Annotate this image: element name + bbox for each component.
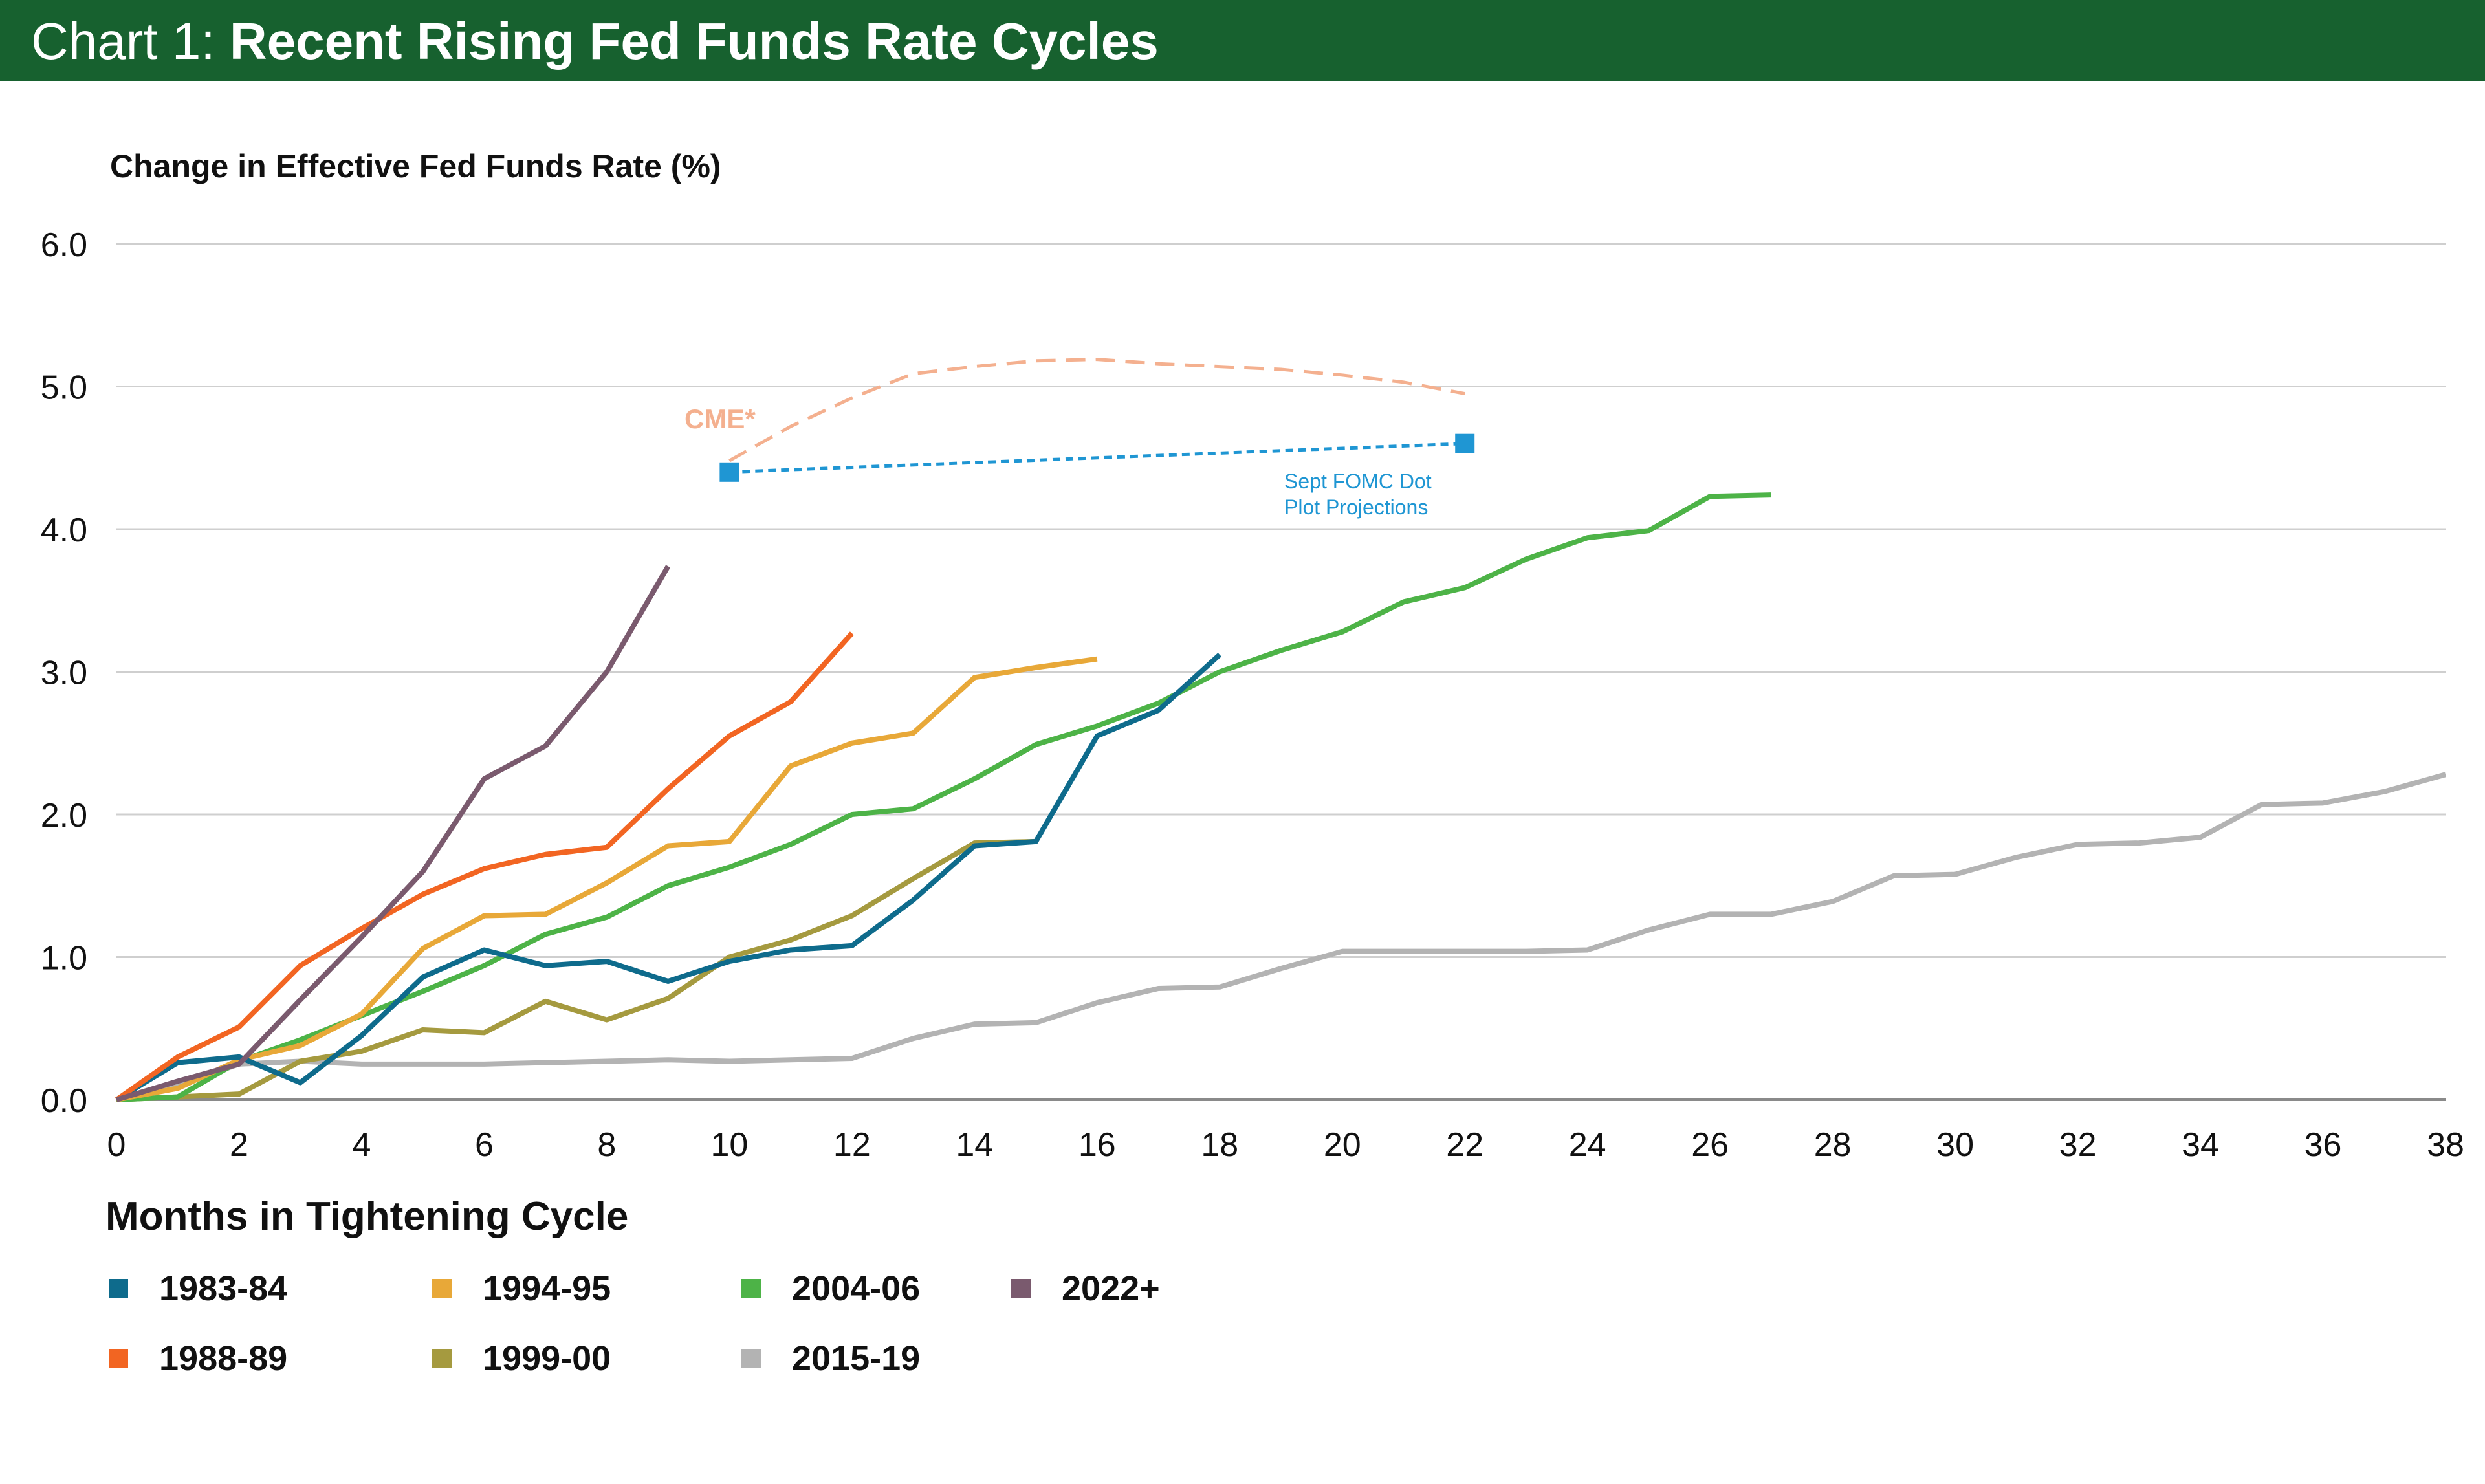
legend-item: 2022+ [1011, 1269, 1160, 1308]
title-banner: Chart 1: Recent Rising Fed Funds Rate Cy… [0, 0, 2485, 81]
series-line-1999-00 [116, 838, 1036, 1102]
dot-plot-projection-line [729, 442, 1465, 474]
x-tick-labels: 0 2 4 6 8 10 12 14 16 18 20 22 24 26 28 30 32 34 36 38 [107, 1126, 2464, 1164]
annotations: CME* Sept FOMC Dot Plot Projections [684, 404, 1432, 519]
x-axis-title: Months in Tightening Cycle [105, 1194, 629, 1239]
legend-label: 1994-95 [483, 1269, 611, 1308]
legend-swatch [109, 1349, 128, 1368]
series-line-2015-19 [116, 772, 2447, 1102]
dot-plot-marker [1455, 433, 1475, 453]
x-tick-label: 16 [1078, 1126, 1116, 1164]
y-tick-label: 4.0 [41, 512, 87, 549]
chart-title-main: Recent Rising Fed Funds Rate Cycles [229, 12, 1159, 70]
x-tick-label: 38 [2427, 1126, 2464, 1164]
legend-label: 2015-19 [792, 1339, 921, 1378]
x-tick-label: 28 [1814, 1126, 1852, 1164]
x-tick-label: 14 [956, 1126, 993, 1164]
dot-plot-marker [719, 462, 739, 482]
legend-label: 1988-89 [159, 1339, 288, 1378]
y-tick-label: 3.0 [41, 655, 87, 692]
x-tick-label: 18 [1201, 1126, 1238, 1164]
y-tick-labels: 0.0 1.0 2.0 3.0 4.0 5.0 6.0 [41, 226, 87, 1120]
cme-projection-label: CME* [684, 404, 756, 434]
x-tick-label: 2 [230, 1126, 248, 1164]
x-tick-label: 30 [1936, 1126, 1974, 1164]
x-tick-label: 8 [597, 1126, 616, 1164]
cme-projection-line [728, 358, 1465, 463]
x-tick-label: 4 [352, 1126, 371, 1164]
series-lines [115, 492, 2447, 1102]
legend-item: 1988-89 [109, 1339, 287, 1378]
legend-swatch [1011, 1279, 1031, 1298]
legend-label: 1999-00 [483, 1339, 611, 1378]
dot-plot-label-line: Sept FOMC Dot [1284, 470, 1432, 493]
y-tick-label: 0.0 [41, 1082, 87, 1120]
legend-label: 1983-84 [159, 1269, 288, 1308]
x-tick-label: 36 [2304, 1126, 2342, 1164]
legend-swatch [741, 1279, 761, 1298]
series-line-1988-89 [115, 631, 854, 1102]
legend-swatch [741, 1349, 761, 1368]
legend-item: 1999-00 [432, 1339, 611, 1378]
legend-label: 2004-06 [792, 1269, 921, 1308]
x-tick-label: 34 [2182, 1126, 2219, 1164]
x-tick-label: 12 [833, 1126, 871, 1164]
series-line-2022+ [115, 565, 671, 1102]
x-tick-label: 26 [1691, 1126, 1729, 1164]
y-tick-label: 6.0 [41, 226, 87, 264]
legend-label: 2022+ [1062, 1269, 1160, 1308]
projection-lines [719, 358, 1475, 482]
legend-swatch [432, 1349, 452, 1368]
legend-item: 2015-19 [741, 1339, 920, 1378]
y-tick-label: 1.0 [41, 940, 87, 977]
series-line-1983-84 [115, 653, 1221, 1102]
x-tick-label: 20 [1324, 1126, 1361, 1164]
chart-title-prefix: Chart 1: [31, 12, 215, 70]
x-tick-label: 10 [710, 1126, 748, 1164]
series-line-1994-95 [116, 656, 1098, 1102]
legend-item: 2004-06 [741, 1269, 920, 1308]
chart-title: Chart 1: Recent Rising Fed Funds Rate Cy… [31, 9, 1159, 74]
dot-plot-label-line: Plot Projections [1284, 496, 1428, 519]
y-tick-label: 5.0 [41, 369, 87, 407]
legend-swatch [109, 1279, 128, 1298]
x-tick-label: 0 [107, 1126, 126, 1164]
legend-item: 1983-84 [109, 1269, 287, 1308]
x-tick-label: 22 [1446, 1126, 1483, 1164]
y-axis-title: Change in Effective Fed Funds Rate (%) [110, 148, 721, 184]
x-tick-label: 6 [475, 1126, 494, 1164]
legend-item: 1994-95 [432, 1269, 611, 1308]
y-tick-label: 2.0 [41, 797, 87, 835]
legend-swatch [432, 1279, 452, 1298]
x-tick-label: 24 [1569, 1126, 1606, 1164]
x-tick-label: 32 [2059, 1126, 2097, 1164]
